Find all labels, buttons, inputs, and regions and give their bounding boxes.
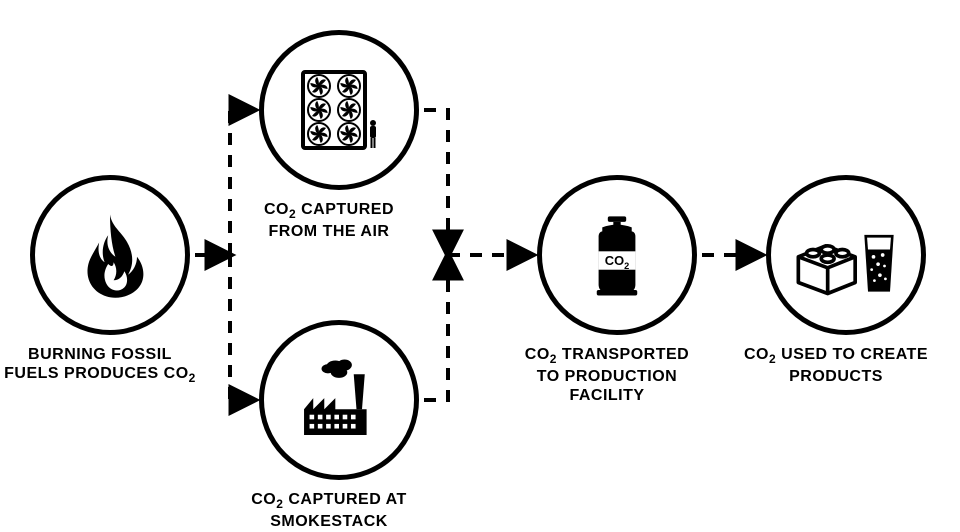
ring-smokestack	[259, 320, 419, 480]
label-smokestack: CO2 CAPTURED ATSMOKESTACK	[229, 490, 429, 531]
flame-icon	[65, 210, 155, 300]
ring-transport: CO2	[537, 175, 697, 335]
node-burning-fossil-fuels: BURNING FOSSILFUELS PRODUCES CO2	[30, 175, 190, 386]
node-products: CO2 USED TO CREATEPRODUCTS	[766, 175, 926, 386]
co2-flow-diagram: BURNING FOSSILFUELS PRODUCES CO2 CO2 CAP…	[0, 0, 960, 532]
label-burning: BURNING FOSSILFUELS PRODUCES CO2	[0, 345, 200, 386]
brick-and-glass-icon	[791, 209, 901, 301]
label-air: CO2 CAPTUREDFROM THE AIR	[229, 200, 429, 241]
dac-fans-icon	[289, 60, 389, 160]
node-captured-smokestack: CO2 CAPTURED ATSMOKESTACK	[259, 320, 419, 531]
label-transport: CO2 TRANSPORTEDTO PRODUCTIONFACILITY	[507, 345, 707, 405]
label-products: CO2 USED TO CREATEPRODUCTS	[736, 345, 936, 386]
connector-smoke-to-merge	[424, 255, 448, 400]
ring-burning	[30, 175, 190, 335]
connector-split-down	[230, 255, 254, 400]
ring-products	[766, 175, 926, 335]
ring-air	[259, 30, 419, 190]
gas-cylinder-icon: CO2	[571, 209, 663, 301]
factory-icon	[293, 354, 385, 446]
node-transported: CO2 CO2 TRANSPORTEDTO PRODUCTIONFACILITY	[537, 175, 697, 405]
node-captured-air: CO2 CAPTUREDFROM THE AIR	[259, 30, 419, 241]
